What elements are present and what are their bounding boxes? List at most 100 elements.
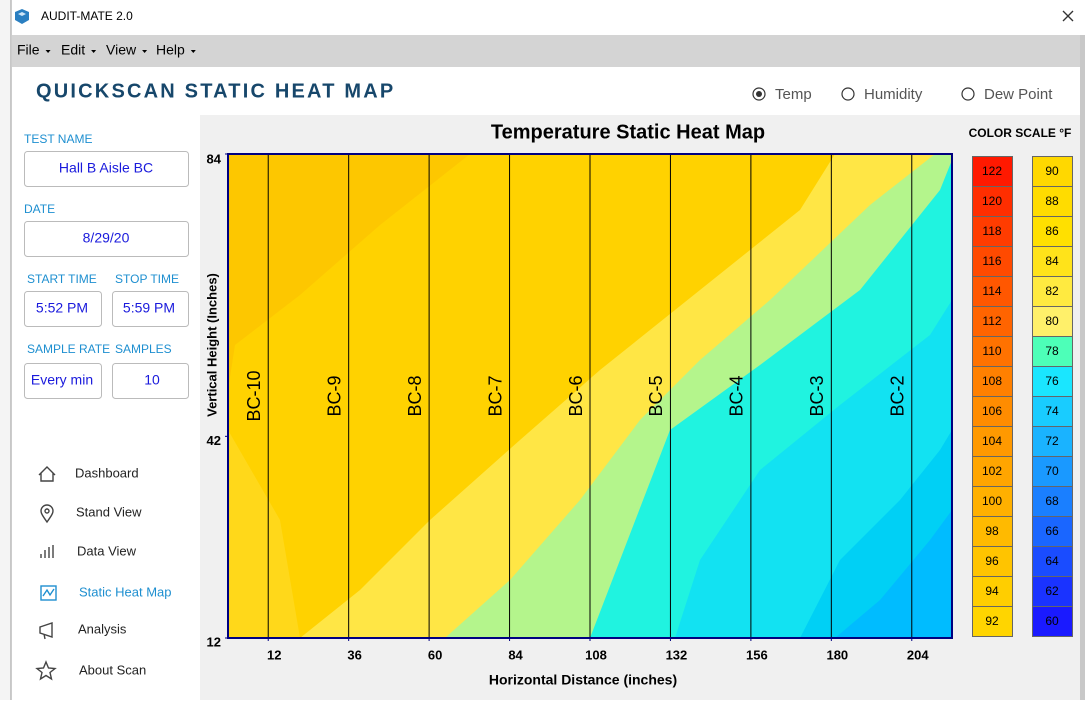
x-axis-label: Horizontal Distance (inches) <box>489 672 677 688</box>
column-label: BC-2 <box>888 375 908 416</box>
nav-item[interactable]: Static Heat Map <box>79 584 172 599</box>
column-label: BC-10 <box>244 370 264 421</box>
color-swatch-label: 92 <box>985 614 999 628</box>
radio-circle <box>841 87 855 101</box>
color-swatch-label: 110 <box>982 344 1001 358</box>
heat-band <box>835 510 952 638</box>
map-icon <box>40 585 57 601</box>
color-swatch-label: 116 <box>982 254 1001 268</box>
menu-label: Help <box>156 42 185 58</box>
color-swatch-label: 82 <box>1045 284 1059 298</box>
nav-item[interactable]: Data View <box>77 543 137 558</box>
field-box <box>24 363 102 399</box>
color-swatch-label: 62 <box>1045 584 1059 598</box>
mode-radio[interactable]: Temp <box>752 86 812 103</box>
color-swatch-label: 86 <box>1045 224 1059 238</box>
field-box <box>24 221 189 257</box>
nav-item[interactable]: Analysis <box>78 621 127 636</box>
column-label: BC-7 <box>485 375 505 416</box>
field-label: DATE <box>24 202 55 216</box>
home-icon <box>38 466 56 482</box>
x-tick-label: 84 <box>508 647 523 662</box>
color-swatch <box>972 576 1013 607</box>
column-label: BC-6 <box>566 375 586 416</box>
pin-icon <box>44 508 50 514</box>
color-swatch <box>1032 156 1073 187</box>
color-swatch-label: 84 <box>1045 254 1059 268</box>
color-swatch-label: 60 <box>1045 614 1059 628</box>
heat-band <box>228 430 300 638</box>
color-swatch <box>1032 276 1073 307</box>
field-box <box>112 363 189 399</box>
x-tick-label: 36 <box>347 647 361 662</box>
menu-item[interactable]: Edit <box>61 42 97 58</box>
menu-bar <box>12 35 1080 67</box>
menu-label: File <box>17 42 40 58</box>
heatmap-chart: Temperature Static Heat Map BC-10 BC-9 BC-8… <box>204 121 1073 688</box>
nav-icons <box>35 466 57 681</box>
menu-item[interactable]: File <box>17 42 51 58</box>
radio-dot <box>756 91 762 97</box>
color-swatch <box>1032 576 1073 607</box>
color-swatch-label: 64 <box>1045 554 1059 568</box>
heat-band <box>228 154 470 390</box>
nav-item[interactable]: Dashboard <box>75 465 139 480</box>
color-swatch-label: 76 <box>1045 374 1059 388</box>
color-swatch-label: 118 <box>982 224 1001 238</box>
x-tick-label: 156 <box>746 647 768 662</box>
page-title: QUICKSCAN STATIC HEAT MAP <box>36 80 395 102</box>
color-swatch <box>1032 486 1073 517</box>
menu-item[interactable]: Help <box>156 42 196 58</box>
field-box <box>24 151 189 187</box>
field-value: Hall B Aisle BC <box>59 160 153 176</box>
mode-radio[interactable]: Dew Point <box>961 86 1053 103</box>
nav-item[interactable]: Stand View <box>76 504 142 519</box>
field-value: 5:59 PM <box>123 300 175 316</box>
nav-item[interactable]: About Scan <box>79 662 146 677</box>
color-swatch-label: 112 <box>982 314 1001 328</box>
radio-label: Humidity <box>864 86 923 103</box>
color-swatch <box>972 306 1013 337</box>
color-swatch <box>972 396 1013 427</box>
field-label: SAMPLE RATE <box>27 342 110 356</box>
column-label: BC-5 <box>646 375 666 416</box>
color-swatch <box>1032 606 1073 637</box>
color-swatch <box>972 276 1013 307</box>
field-label: SAMPLES <box>115 342 172 356</box>
background-strip <box>0 0 11 700</box>
menu-arrow <box>45 50 51 53</box>
color-swatch-label: 70 <box>1045 464 1059 478</box>
menu: File Edit View Help <box>17 42 196 58</box>
plot-border <box>227 153 953 639</box>
color-swatch-label: 108 <box>982 374 1002 388</box>
menu-arrow <box>91 50 97 53</box>
color-swatch <box>972 336 1013 367</box>
field-label: STOP TIME <box>115 272 179 286</box>
color-swatch <box>1032 186 1073 217</box>
chart-title: Temperature Static Heat Map <box>491 121 765 143</box>
color-swatch-label: 78 <box>1045 344 1059 358</box>
color-swatch <box>972 456 1013 487</box>
close-icon <box>1062 10 1074 22</box>
pin-icon <box>40 504 54 524</box>
column-label: BC-8 <box>405 375 425 416</box>
x-tick-label: 12 <box>267 647 281 662</box>
color-swatch-label: 74 <box>1045 404 1059 418</box>
y-tick-label: 42 <box>207 433 221 448</box>
color-swatch <box>1032 246 1073 277</box>
y-tick-label: 12 <box>207 634 221 649</box>
radio-label: Temp <box>775 86 812 103</box>
menu-item[interactable]: View <box>106 42 148 58</box>
color-swatch <box>1032 396 1073 427</box>
color-swatch-label: 90 <box>1045 164 1059 178</box>
field-value: 5:52 PM <box>36 300 88 316</box>
column-label: BC-4 <box>727 375 747 416</box>
sidebar: TEST NAME Hall B Aisle BC DATE 8/29/20 S… <box>24 132 189 399</box>
color-swatch <box>1032 216 1073 247</box>
color-swatch-label: 106 <box>982 404 1002 418</box>
close-button[interactable] <box>1062 10 1074 22</box>
mode-radio[interactable]: Humidity <box>841 86 923 103</box>
color-swatch-label: 100 <box>982 494 1002 508</box>
